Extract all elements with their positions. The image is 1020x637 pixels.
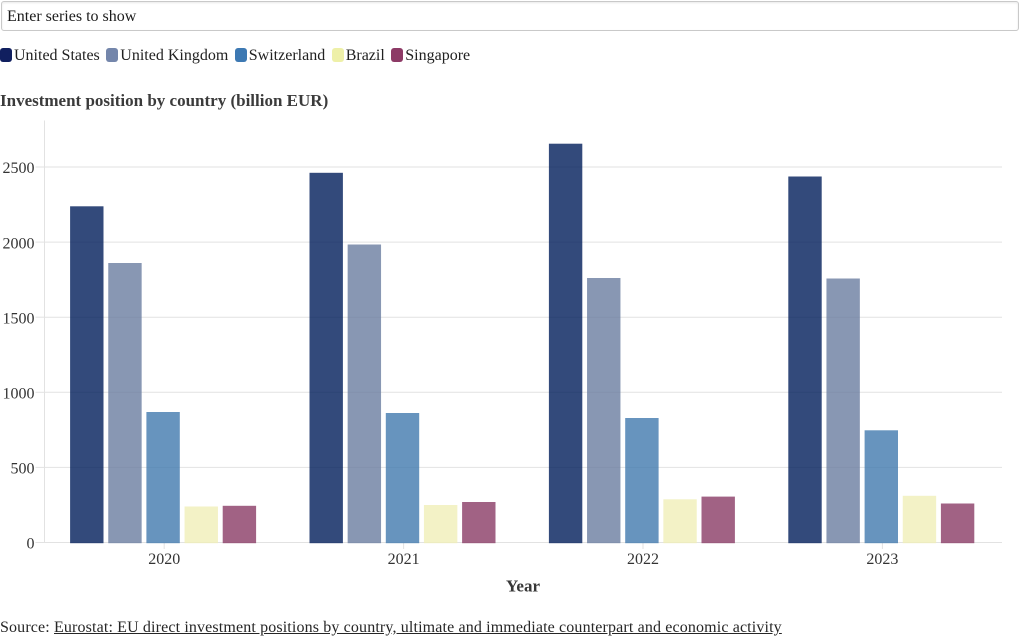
svg-text:2500: 2500 (3, 160, 35, 177)
svg-text:Year: Year (506, 577, 540, 596)
svg-text:2023: 2023 (866, 551, 898, 568)
svg-text:2000: 2000 (3, 235, 35, 252)
svg-text:0: 0 (27, 536, 35, 553)
svg-text:1500: 1500 (3, 310, 35, 327)
svg-text:2021: 2021 (388, 551, 420, 568)
svg-text:1000: 1000 (3, 386, 35, 403)
svg-text:2022: 2022 (627, 551, 659, 568)
svg-text:500: 500 (11, 461, 35, 478)
svg-text:2020: 2020 (148, 551, 180, 568)
